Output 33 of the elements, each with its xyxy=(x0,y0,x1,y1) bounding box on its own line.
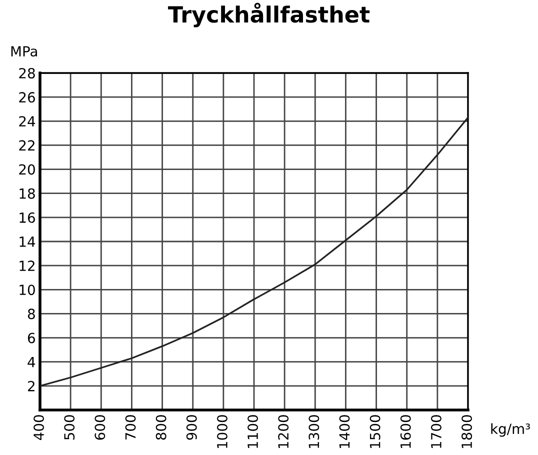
x-tick-label: 1600 xyxy=(400,415,411,448)
x-tick-label: 1100 xyxy=(248,415,258,448)
line-series xyxy=(40,116,468,387)
y-tick-label: 28 xyxy=(19,68,35,78)
y-tick-label: 24 xyxy=(19,116,36,126)
chart-title: Tryckhållfasthet xyxy=(168,2,370,28)
x-tick-label: 600 xyxy=(94,415,106,440)
y-tick-label: 20 xyxy=(19,164,35,175)
x-tick-label: 1700 xyxy=(430,415,442,448)
y-tick-label: 8 xyxy=(28,308,35,320)
x-tick-label: 700 xyxy=(125,415,136,440)
x-tick-label: 400 xyxy=(34,415,44,440)
y-tick-label: 10 xyxy=(20,284,35,296)
y-tick-label: 2 xyxy=(28,380,34,392)
x-tick-label: 900 xyxy=(186,415,197,440)
y-tick-label: 4 xyxy=(28,357,36,368)
x-tick-label: 800 xyxy=(156,415,166,440)
x-axis-title: kg/m³ xyxy=(491,423,530,437)
x-tick-label: 1200 xyxy=(278,415,289,448)
y-tick-label: 12 xyxy=(20,260,34,271)
x-tick-label: 1500 xyxy=(370,415,380,448)
x-tick-label: 500 xyxy=(64,415,75,440)
y-tick-label: 22 xyxy=(19,140,34,150)
y-tick-label: 18 xyxy=(20,188,35,199)
x-tick-label: 1300 xyxy=(308,415,320,448)
y-tick-label: 16 xyxy=(20,212,35,223)
x-tick-label: 1000 xyxy=(216,415,228,448)
y-tick-label: 6 xyxy=(28,332,35,344)
y-axis-title: MPa xyxy=(11,46,37,57)
x-tick-label: 1400 xyxy=(339,415,350,448)
y-tick-label: 14 xyxy=(20,236,36,247)
x-tick-label: 1800 xyxy=(462,415,472,448)
y-tick-label: 26 xyxy=(19,92,35,103)
